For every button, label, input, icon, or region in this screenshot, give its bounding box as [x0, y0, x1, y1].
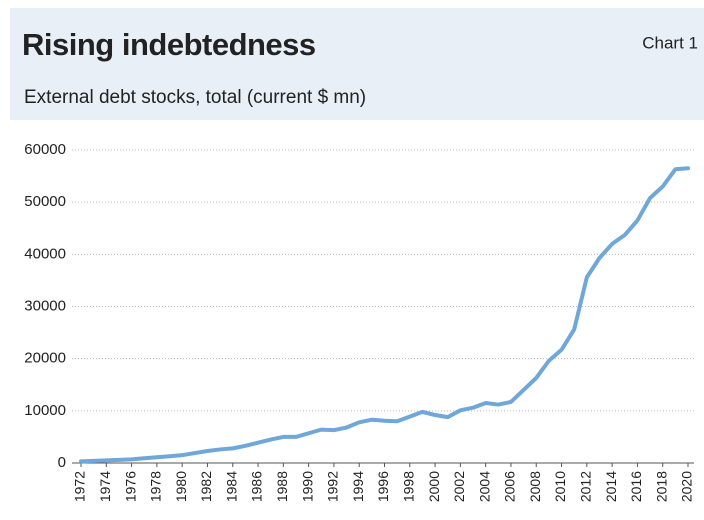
y-tick-label: 0: [58, 454, 66, 471]
x-tick-label: 1996: [375, 471, 391, 502]
chart-title: Rising indebtedness: [22, 27, 316, 62]
y-tick-label: 40000: [24, 245, 66, 262]
x-tick-label: 2002: [451, 471, 467, 502]
x-tick-label: 1992: [325, 471, 341, 502]
x-tick-label: 1988: [274, 471, 290, 502]
x-tick-label: 1978: [148, 471, 164, 502]
x-tick-label: 2014: [603, 471, 619, 502]
chart-subtitle: External debt stocks, total (current $ m…: [24, 87, 366, 108]
y-tick-label: 20000: [24, 350, 66, 367]
x-tick-label: 1986: [249, 471, 265, 502]
data-line: [79, 166, 690, 464]
y-tick-label: 10000: [24, 402, 66, 419]
x-tick-label: 2004: [476, 471, 492, 502]
x-tick-label: 1974: [97, 471, 113, 502]
y-tick-label: 30000: [24, 297, 66, 314]
x-tick-label: 1998: [400, 471, 416, 502]
x-tick-label: 2016: [628, 471, 644, 502]
x-tick-label: 2020: [679, 471, 695, 502]
header-band: [10, 8, 704, 120]
x-tick-label: 1976: [122, 471, 138, 502]
x-tick-label: 2000: [426, 471, 442, 502]
x-tick-label: 1980: [173, 471, 189, 502]
y-tick-label: 50000: [24, 193, 66, 210]
x-tick-label: 1990: [299, 471, 315, 502]
x-tick-label: 1982: [198, 471, 214, 502]
x-tick-label: 1984: [223, 471, 239, 502]
x-tick-label: 2010: [552, 471, 568, 502]
x-tick-label: 1972: [72, 471, 88, 502]
x-tick-label: 1994: [350, 471, 366, 502]
x-tick-label: 2018: [653, 471, 669, 502]
x-tick-label: 2008: [527, 471, 543, 502]
x-tick-label: 2006: [502, 471, 518, 502]
y-tick-label: 60000: [24, 141, 66, 158]
x-tick-label: 2012: [578, 471, 594, 502]
chart-label: Chart 1: [642, 33, 698, 52]
